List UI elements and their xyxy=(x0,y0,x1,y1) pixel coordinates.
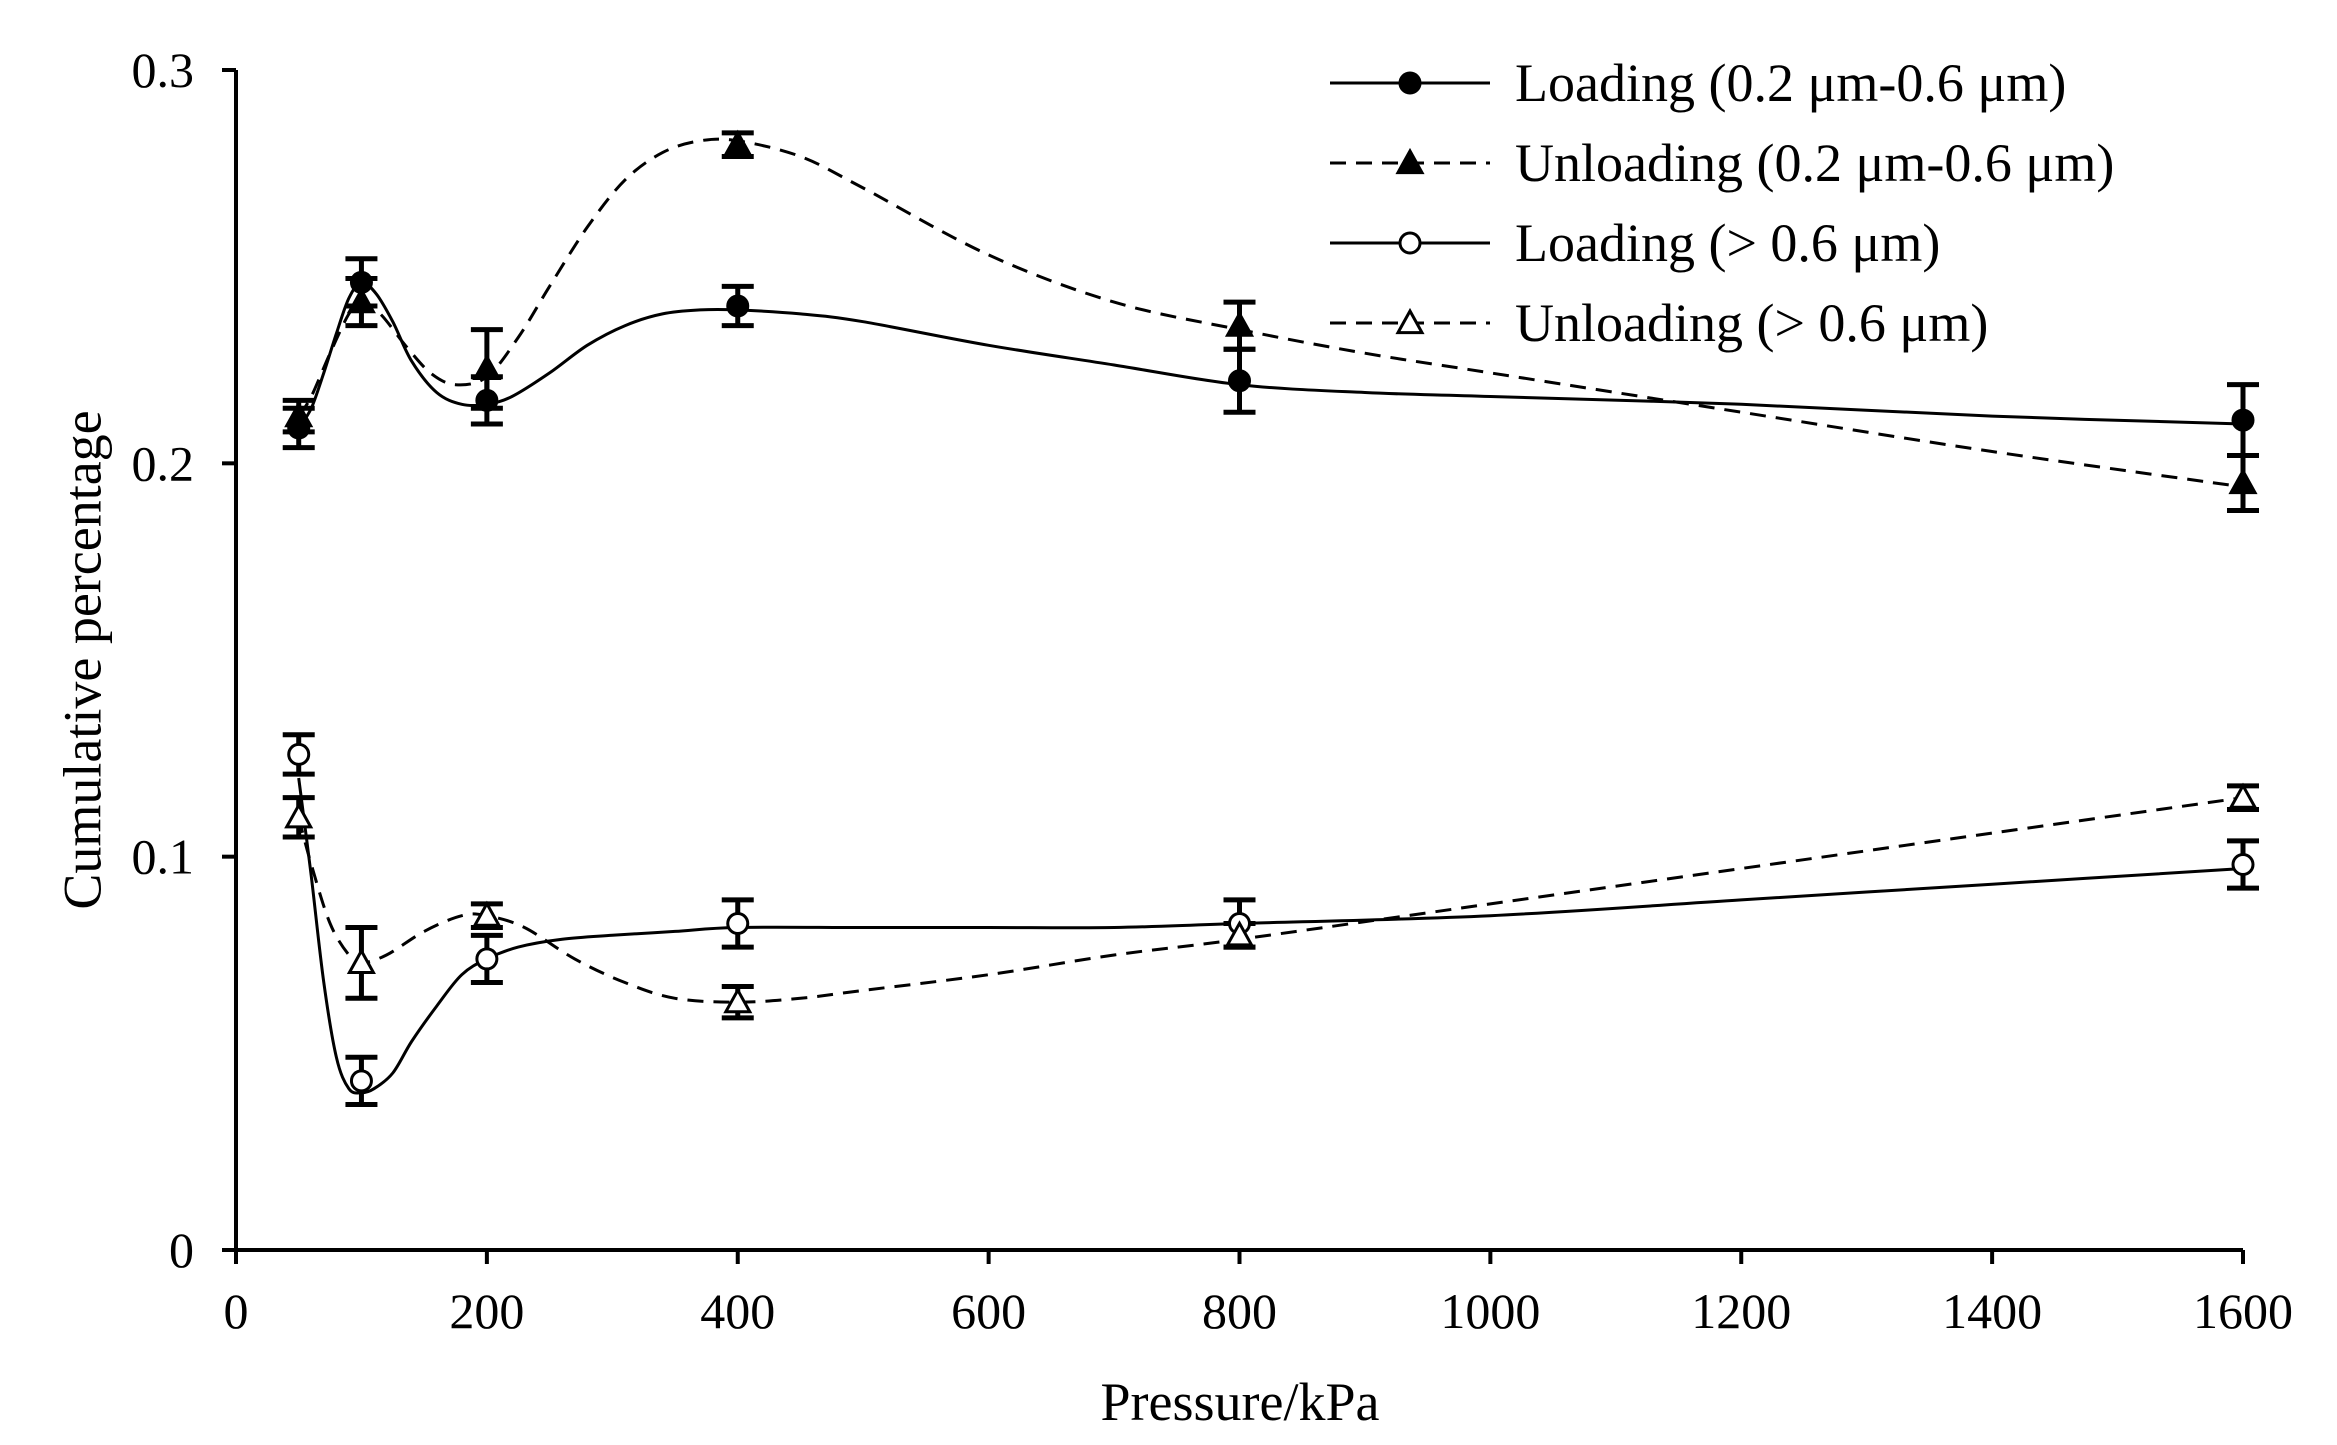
y-tick-label: 0.3 xyxy=(132,42,195,98)
legend-marker-1 xyxy=(1398,71,1422,95)
x-tick-label: 1400 xyxy=(1942,1283,2042,1339)
legend: Loading (0.2 μm-0.6 μm) Unloading (0.2 μm… xyxy=(1330,53,2114,353)
legend-label-3: Loading (> 0.6 μm) xyxy=(1515,213,1940,273)
x-tick-label: 600 xyxy=(951,1283,1026,1339)
y-tick-label: 0.2 xyxy=(132,435,195,491)
data-point xyxy=(1228,369,1251,393)
legend-label-4: Unloading (> 0.6 μm) xyxy=(1515,293,1988,353)
data-point xyxy=(284,401,314,428)
x-axis-title: Pressure/kPa xyxy=(1101,1372,1380,1432)
data-point xyxy=(472,353,502,380)
legend-marker-2 xyxy=(1395,147,1425,175)
data-point xyxy=(1224,310,1255,337)
series-line-2 xyxy=(297,137,2244,489)
x-tick-label: 1200 xyxy=(1691,1283,1791,1339)
data-point xyxy=(287,742,311,766)
legend-label-1: Loading (0.2 μm-0.6 μm) xyxy=(1515,53,2066,113)
data-point xyxy=(1224,920,1255,947)
data-point xyxy=(726,294,750,318)
series-line-3 xyxy=(297,777,2244,1095)
x-tick-label: 800 xyxy=(1202,1283,1277,1339)
data-point xyxy=(723,987,753,1014)
data-point xyxy=(475,947,499,971)
data-point xyxy=(2231,408,2255,432)
axes: 0 200 400 600 800 1000 1200 1400 1600 0 0.1 0.2 0.3 xyxy=(132,42,2294,1339)
data-point xyxy=(2228,467,2258,495)
data-point xyxy=(475,388,499,412)
error-bars xyxy=(282,130,2259,1107)
data-point xyxy=(284,802,314,829)
y-axis-title: Cumulative percentage xyxy=(52,410,112,909)
data-point xyxy=(349,1069,373,1093)
data-point xyxy=(723,129,753,156)
x-tick-label: 0 xyxy=(224,1283,249,1339)
data-point xyxy=(472,900,502,927)
x-tick-label: 400 xyxy=(700,1283,775,1339)
x-tick-label: 200 xyxy=(449,1283,524,1339)
x-tick-label: 1000 xyxy=(1440,1283,1540,1339)
data-point xyxy=(2231,853,2255,877)
series-curves xyxy=(297,137,2244,1095)
legend-marker-3 xyxy=(1398,231,1422,255)
data-markers xyxy=(284,129,2258,1093)
data-point xyxy=(726,912,750,936)
y-tick-label: 0.1 xyxy=(132,829,195,885)
series-line-4 xyxy=(297,796,2244,1004)
y-tick-label: 0 xyxy=(169,1222,194,1278)
legend-marker-4 xyxy=(1395,307,1425,335)
x-tick-label: 1600 xyxy=(2193,1283,2293,1339)
legend-label-2: Unloading (0.2 μm-0.6 μm) xyxy=(1515,133,2114,193)
data-point xyxy=(346,947,376,974)
data-point xyxy=(346,287,376,314)
data-point xyxy=(2228,782,2258,809)
